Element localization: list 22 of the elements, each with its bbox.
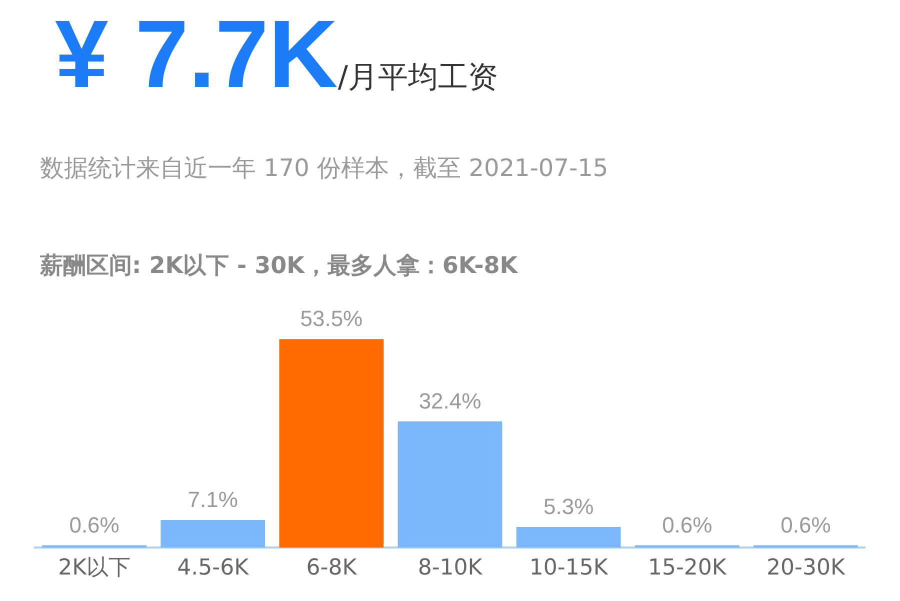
data-label: 53.5% xyxy=(300,306,363,332)
x-tick-label: 8-10K xyxy=(418,556,483,581)
x-tick-label: 20-30K xyxy=(766,556,846,581)
data-label: 0.6% xyxy=(780,512,831,538)
bar xyxy=(279,339,384,548)
bar xyxy=(398,421,502,548)
data-label: 7.1% xyxy=(188,487,238,512)
x-tick-label: 15-20K xyxy=(648,556,727,581)
text: 数据统计来自近一年 170 份样本，截至 2021-07-15 xyxy=(40,153,608,184)
x-tick-label: 6-8K xyxy=(306,556,358,581)
x-tick-label: 10-15K xyxy=(529,556,608,581)
bar xyxy=(516,526,621,548)
x-tick-label: 2K以下 xyxy=(58,556,131,581)
chart-subtitle: /月平均工资 xyxy=(338,60,498,95)
text: 薪酬区间: 2K以下 - 30K，最多人拿：6K-8K xyxy=(40,252,518,281)
chart-title: ¥ 7.7K xyxy=(55,1,338,108)
x-tick-label: 4.5-6K xyxy=(177,556,250,581)
data-label: 5.3% xyxy=(543,494,594,520)
bar xyxy=(160,520,266,548)
data-label: 0.6% xyxy=(69,512,120,538)
data-label: 0.6% xyxy=(662,512,712,538)
data-label: 32.4% xyxy=(418,388,482,414)
